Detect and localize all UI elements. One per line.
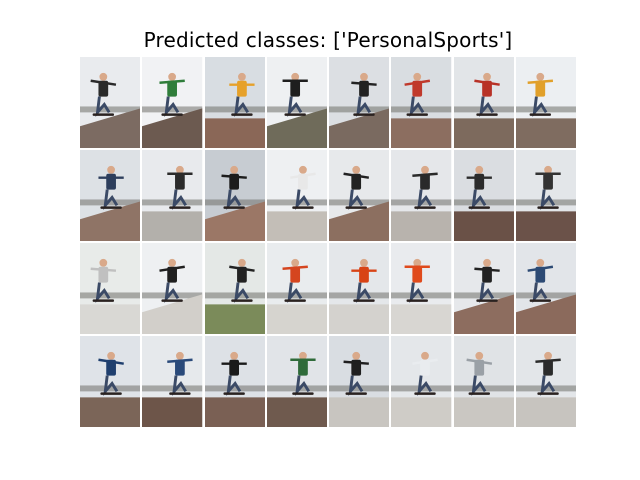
image-tile xyxy=(329,336,390,427)
image-tile xyxy=(515,243,576,334)
image-tile xyxy=(142,150,203,241)
image-tile xyxy=(266,150,327,241)
image-tile xyxy=(453,57,514,148)
image-tile xyxy=(80,243,141,334)
image-tile xyxy=(391,150,452,241)
image-tile xyxy=(453,150,514,241)
image-tile xyxy=(204,336,265,427)
image-grid xyxy=(80,57,576,427)
image-tile xyxy=(329,57,390,148)
image-tile xyxy=(515,336,576,427)
image-tile xyxy=(204,57,265,148)
image-tile xyxy=(391,57,452,148)
image-tile xyxy=(266,243,327,334)
image-tile xyxy=(515,150,576,241)
image-tile xyxy=(453,336,514,427)
image-tile xyxy=(391,336,452,427)
figure-title: Predicted classes: ['PersonalSports'] xyxy=(143,28,513,52)
image-tile xyxy=(80,57,141,148)
image-tile xyxy=(329,150,390,241)
image-tile xyxy=(266,57,327,148)
image-tile xyxy=(142,336,203,427)
image-tile xyxy=(204,243,265,334)
image-tile xyxy=(142,57,203,148)
image-tile xyxy=(80,336,141,427)
image-tile xyxy=(142,243,203,334)
image-tile xyxy=(204,150,265,241)
image-tile xyxy=(391,243,452,334)
image-tile xyxy=(329,243,390,334)
image-tile xyxy=(515,57,576,148)
image-tile xyxy=(266,336,327,427)
image-tile xyxy=(80,150,141,241)
image-tile xyxy=(453,243,514,334)
